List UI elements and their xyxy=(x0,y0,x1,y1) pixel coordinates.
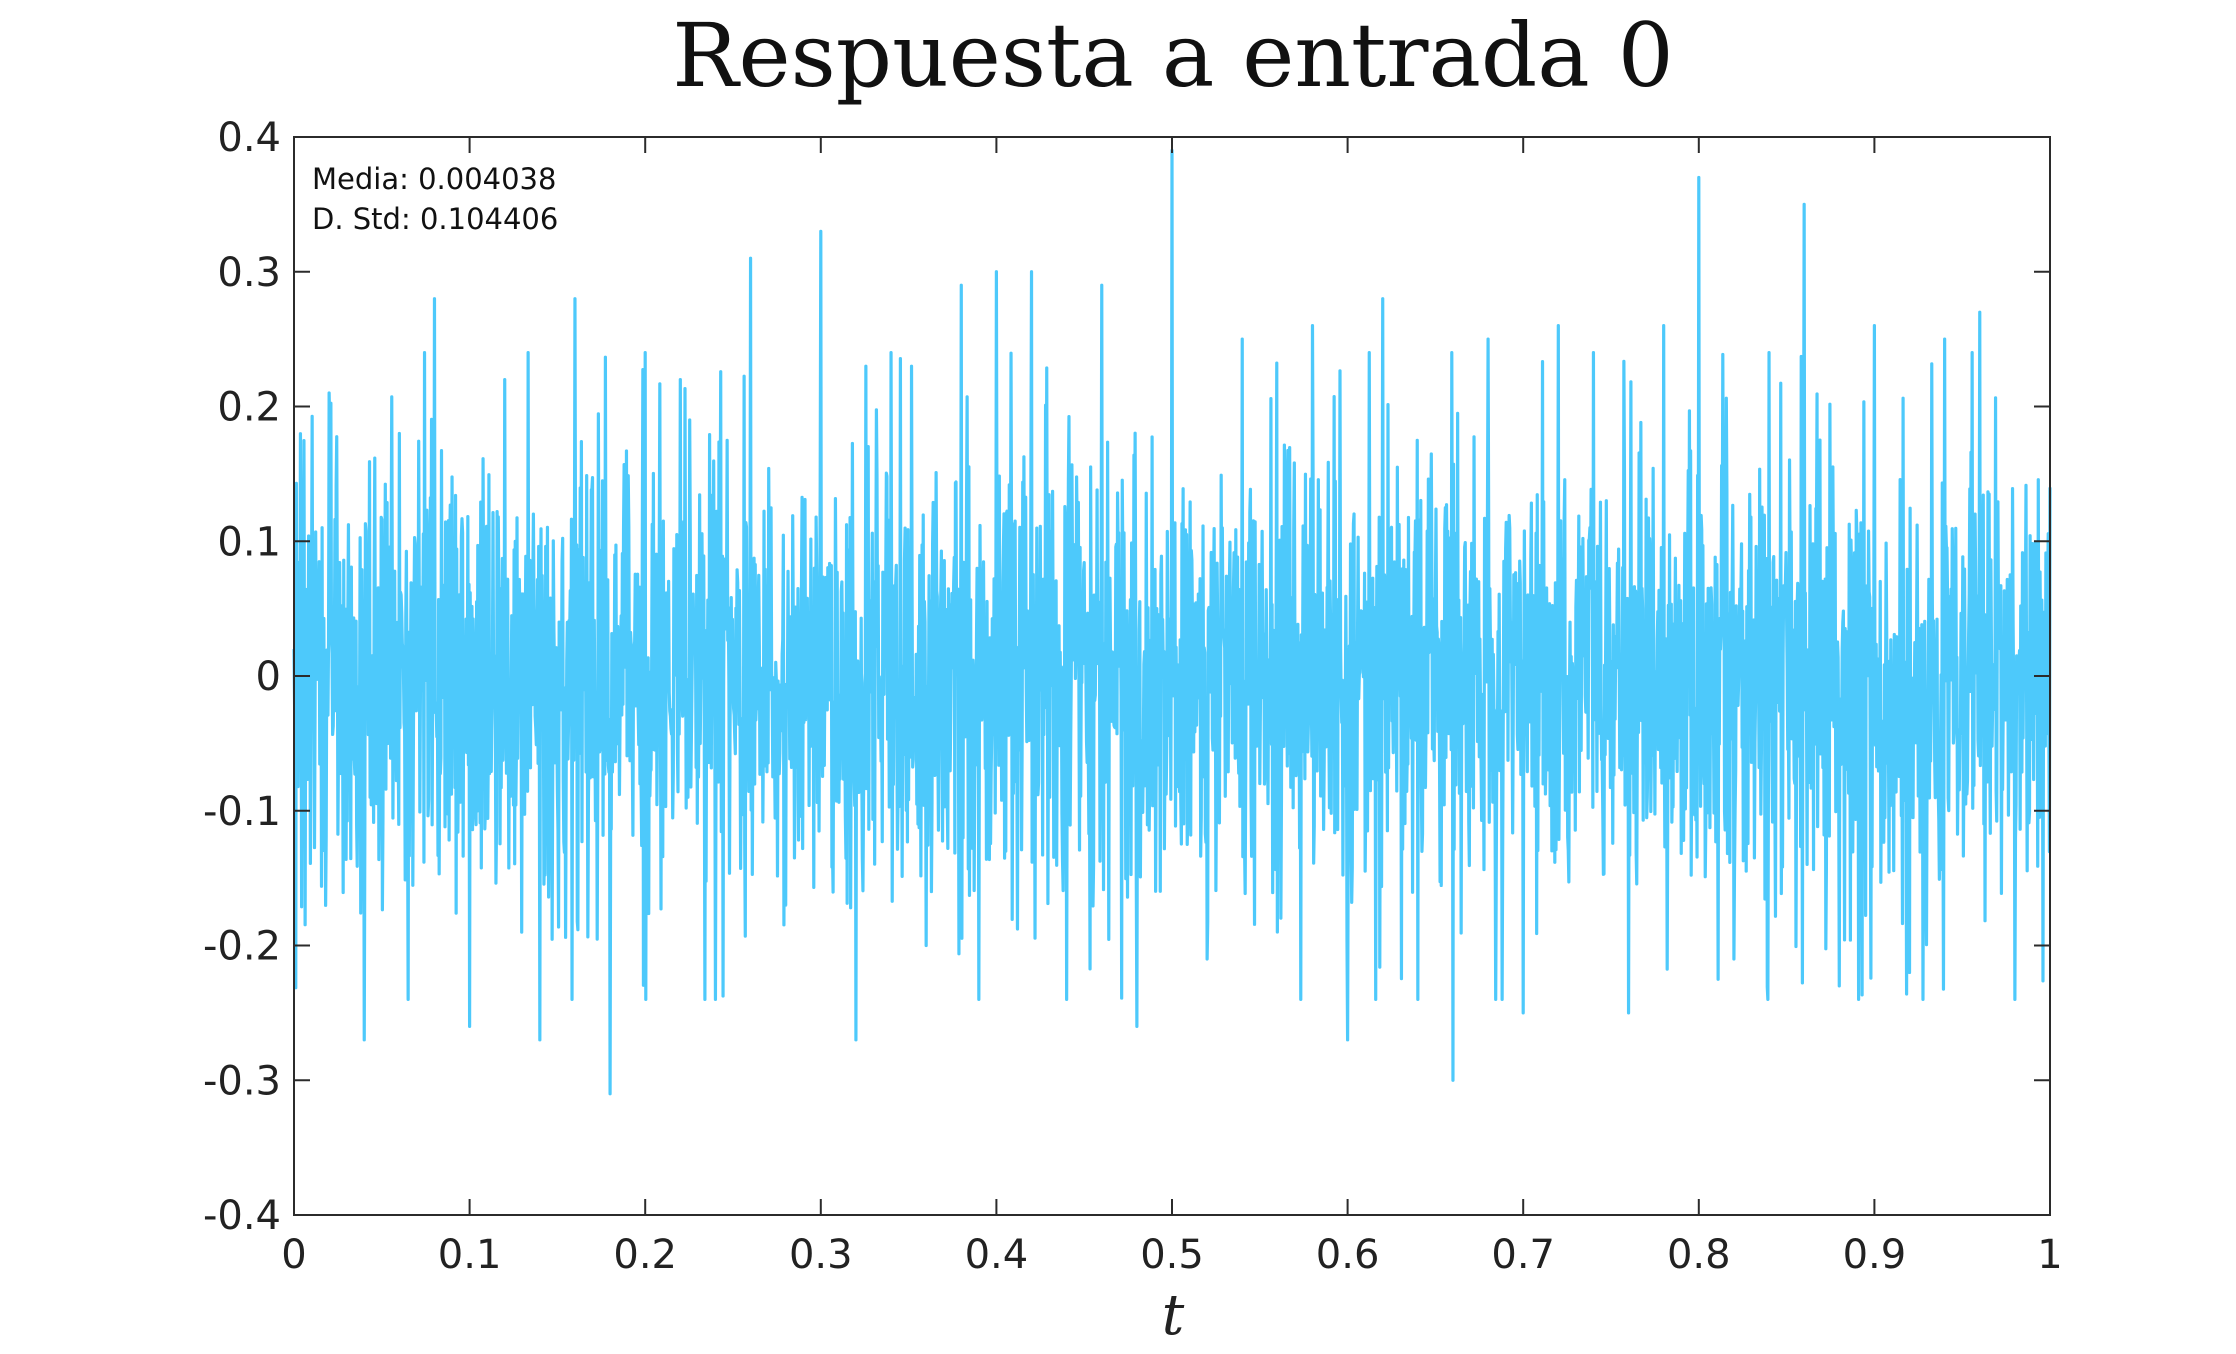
plot-area xyxy=(292,137,2052,1215)
y-tick-label: -0.2 xyxy=(203,924,281,970)
x-tick-label: 0.8 xyxy=(1667,1232,1731,1278)
x-tick-label: 0.4 xyxy=(965,1232,1029,1278)
x-tick-label: 1 xyxy=(2037,1232,2062,1278)
chart-title: Respuesta a entrada 0 xyxy=(672,4,1673,107)
x-tick-label: 0.5 xyxy=(1140,1232,1204,1278)
y-tick-label: -0.4 xyxy=(203,1193,281,1239)
x-axis-label: t xyxy=(1162,1283,1185,1348)
y-tick-label: -0.3 xyxy=(203,1058,281,1104)
axes xyxy=(293,136,2051,1216)
y-tick-label: 0.2 xyxy=(217,385,281,431)
tick-labels: 0 0.1 0.2 0.3 0.4 0.5 0.6 0.7 0.8 0.9 1 -0.4 -0.3 -0.… xyxy=(203,115,2063,1278)
y-tick-label: 0 xyxy=(256,654,281,700)
x-tick-label: 0.6 xyxy=(1316,1232,1380,1278)
y-tick-label: 0.4 xyxy=(217,115,281,161)
y-tick-label: 0.3 xyxy=(217,250,281,296)
y-tick-label: -0.1 xyxy=(203,789,281,835)
x-tick-label: 0.1 xyxy=(438,1232,502,1278)
annotation-mean: Media: 0.004038 xyxy=(312,162,556,196)
x-tick-label: 0 xyxy=(281,1232,306,1278)
y-tick-label: 0.1 xyxy=(217,519,281,565)
x-tick-label: 0.7 xyxy=(1491,1232,1555,1278)
x-tick-label: 0.2 xyxy=(613,1232,677,1278)
annotation-std: D. Std: 0.104406 xyxy=(312,202,558,236)
x-tick-label: 0.9 xyxy=(1843,1232,1907,1278)
x-tick-label: 0.3 xyxy=(789,1232,853,1278)
